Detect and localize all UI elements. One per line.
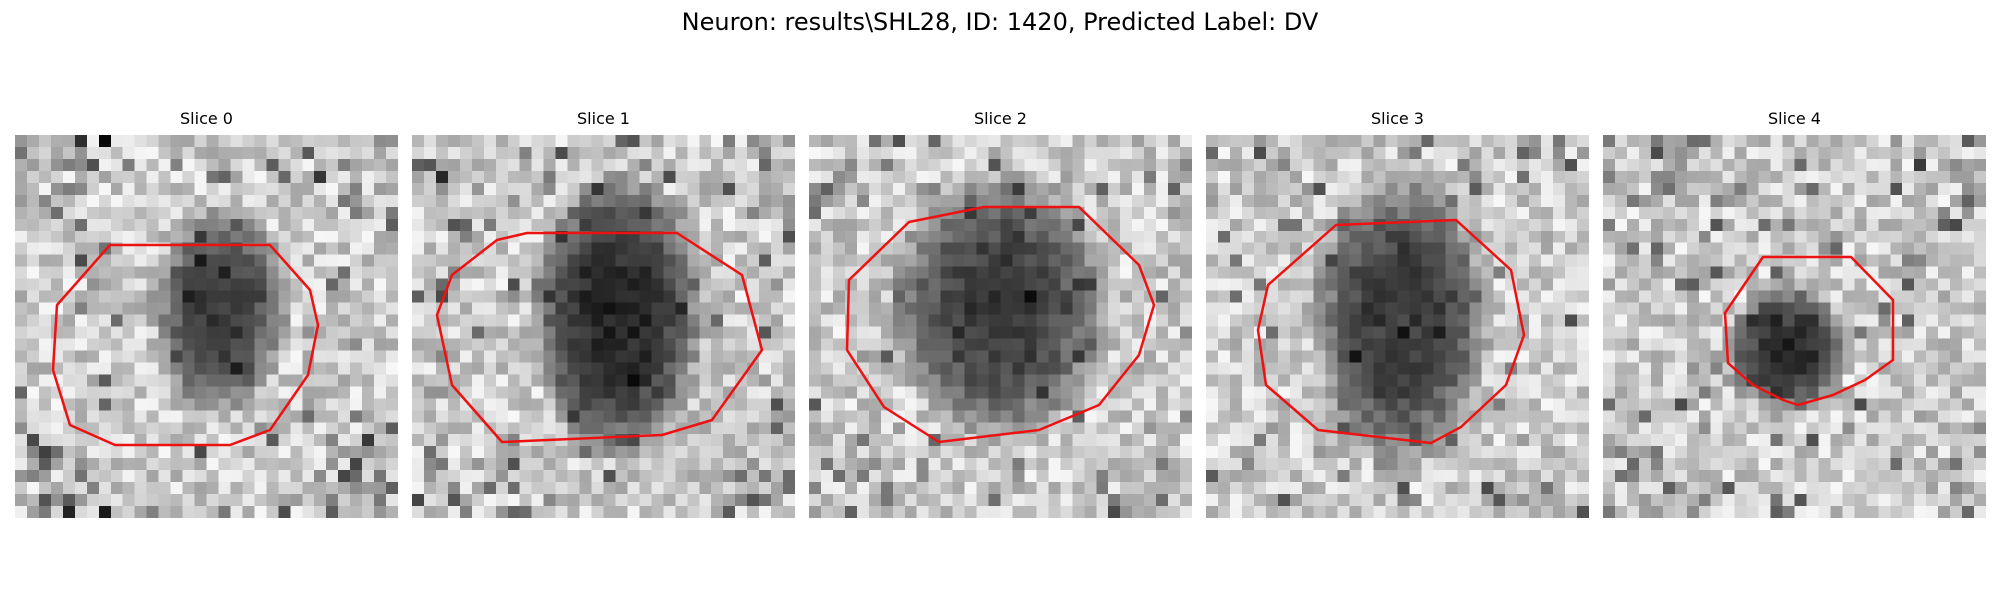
slice-title: Slice 4 [1768,109,1821,128]
slice-title: Slice 0 [180,109,233,128]
roi-outline [845,205,1156,444]
slice-image [809,135,1192,518]
slice-image [412,135,795,518]
slice-panel: Slice 0 [15,108,398,521]
slice-image [1206,135,1589,518]
slice-panel: Slice 3 [1206,108,1589,521]
roi-outline [51,243,320,447]
pixel-grid [15,135,398,518]
slice-panel: Slice 2 [809,108,1192,521]
slice-image [15,135,398,518]
pixel-grid [809,135,1192,518]
pixel-grid [1206,135,1589,518]
roi-outline [1723,255,1895,407]
slice-panel: Slice 4 [1603,108,1986,521]
pixel-grid [412,135,795,518]
slice-title: Slice 2 [974,109,1027,128]
pixel-grid [1603,135,1986,518]
roi-outline [435,231,764,444]
figure-title: Neuron: results\SHL28, ID: 1420, Predict… [681,8,1319,36]
slice-image [1603,135,1986,518]
slice-title: Slice 1 [577,109,630,128]
roi-outline [1256,218,1526,445]
slice-panel: Slice 1 [412,108,795,521]
slice-title: Slice 3 [1371,109,1424,128]
